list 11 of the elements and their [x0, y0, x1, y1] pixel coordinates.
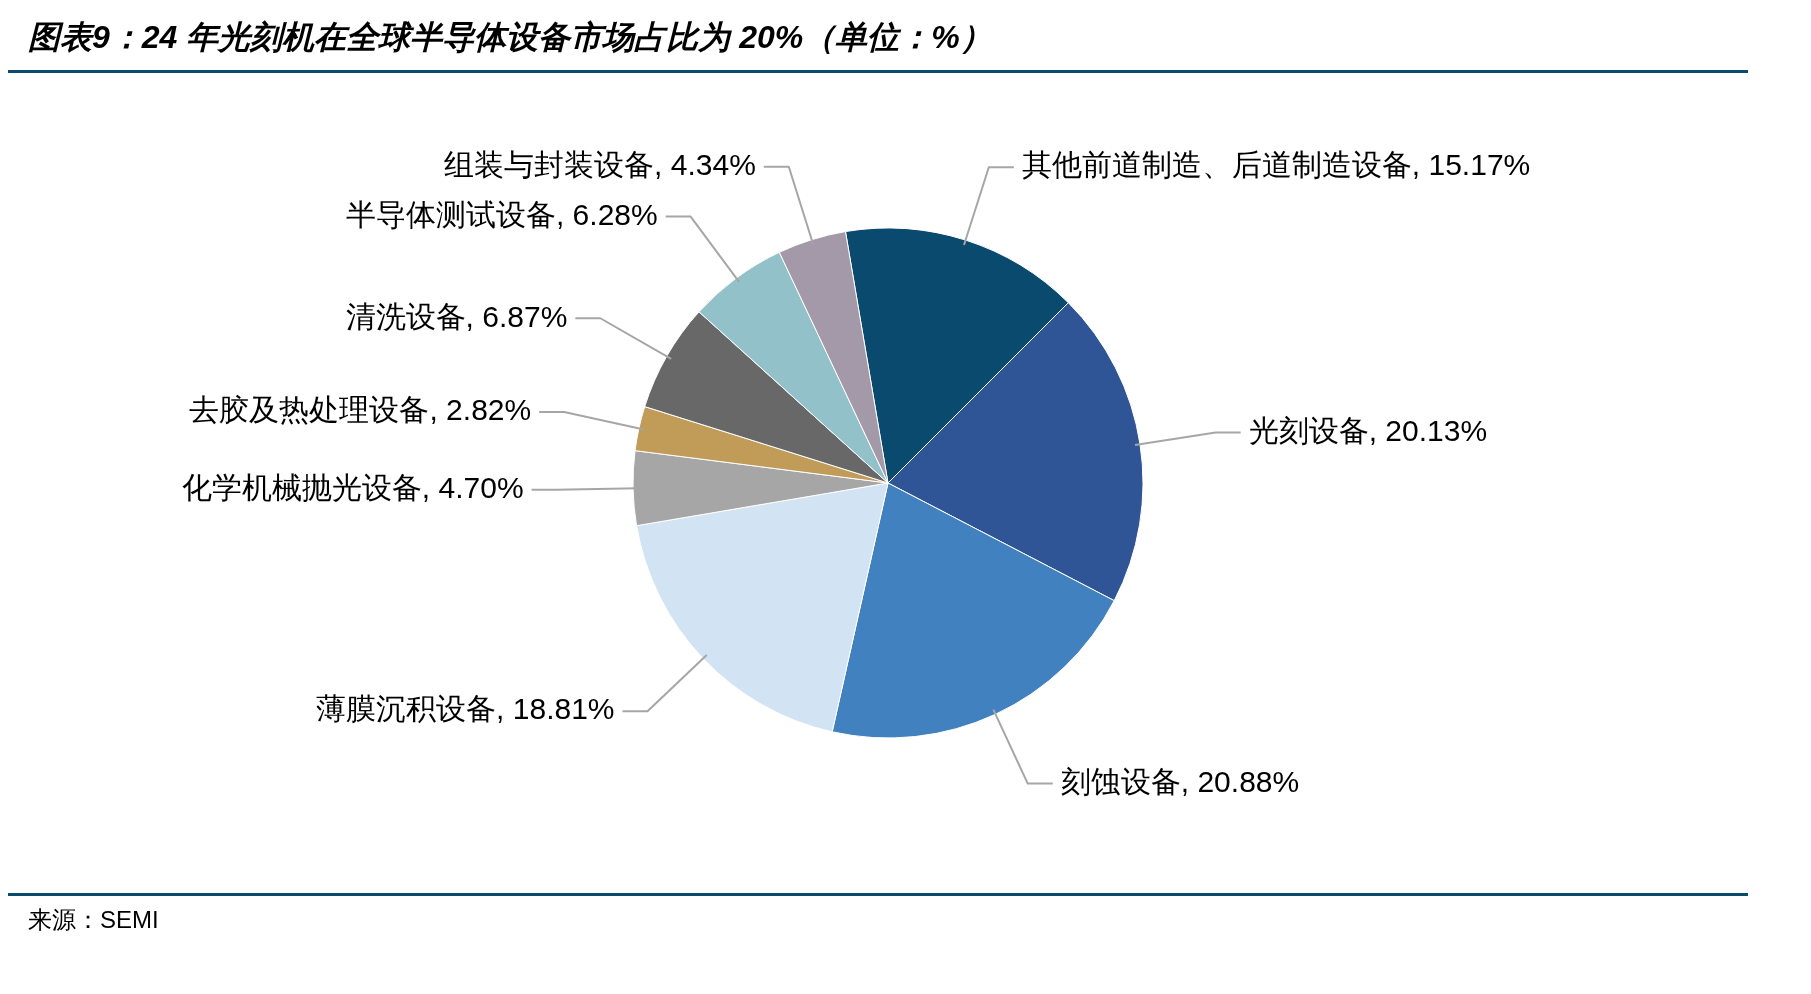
slice-label: 刻蚀设备, 20.88%	[1060, 764, 1300, 798]
slice-label: 半导体测试设备, 6.28%	[345, 197, 658, 231]
slice-label: 化学机械抛光设备, 4.70%	[181, 471, 524, 505]
slice-label: 组装与封装设备, 4.34%	[444, 147, 756, 181]
slice-label: 清洗设备, 6.87%	[345, 299, 568, 333]
slice-label: 光刻设备, 20.13%	[1248, 413, 1488, 447]
chart-title: 图表9：24 年光刻机在全球半导体设备市场占比为 20%（单位：%）	[8, 8, 1748, 73]
slice-label: 去胶及热处理设备, 2.82%	[189, 393, 532, 427]
slice-label: 其他前道制造、后道制造设备, 15.17%	[1021, 148, 1531, 182]
slice-label: 薄膜沉积设备, 18.81%	[316, 692, 615, 726]
source-note: 来源：SEMI	[28, 905, 160, 935]
